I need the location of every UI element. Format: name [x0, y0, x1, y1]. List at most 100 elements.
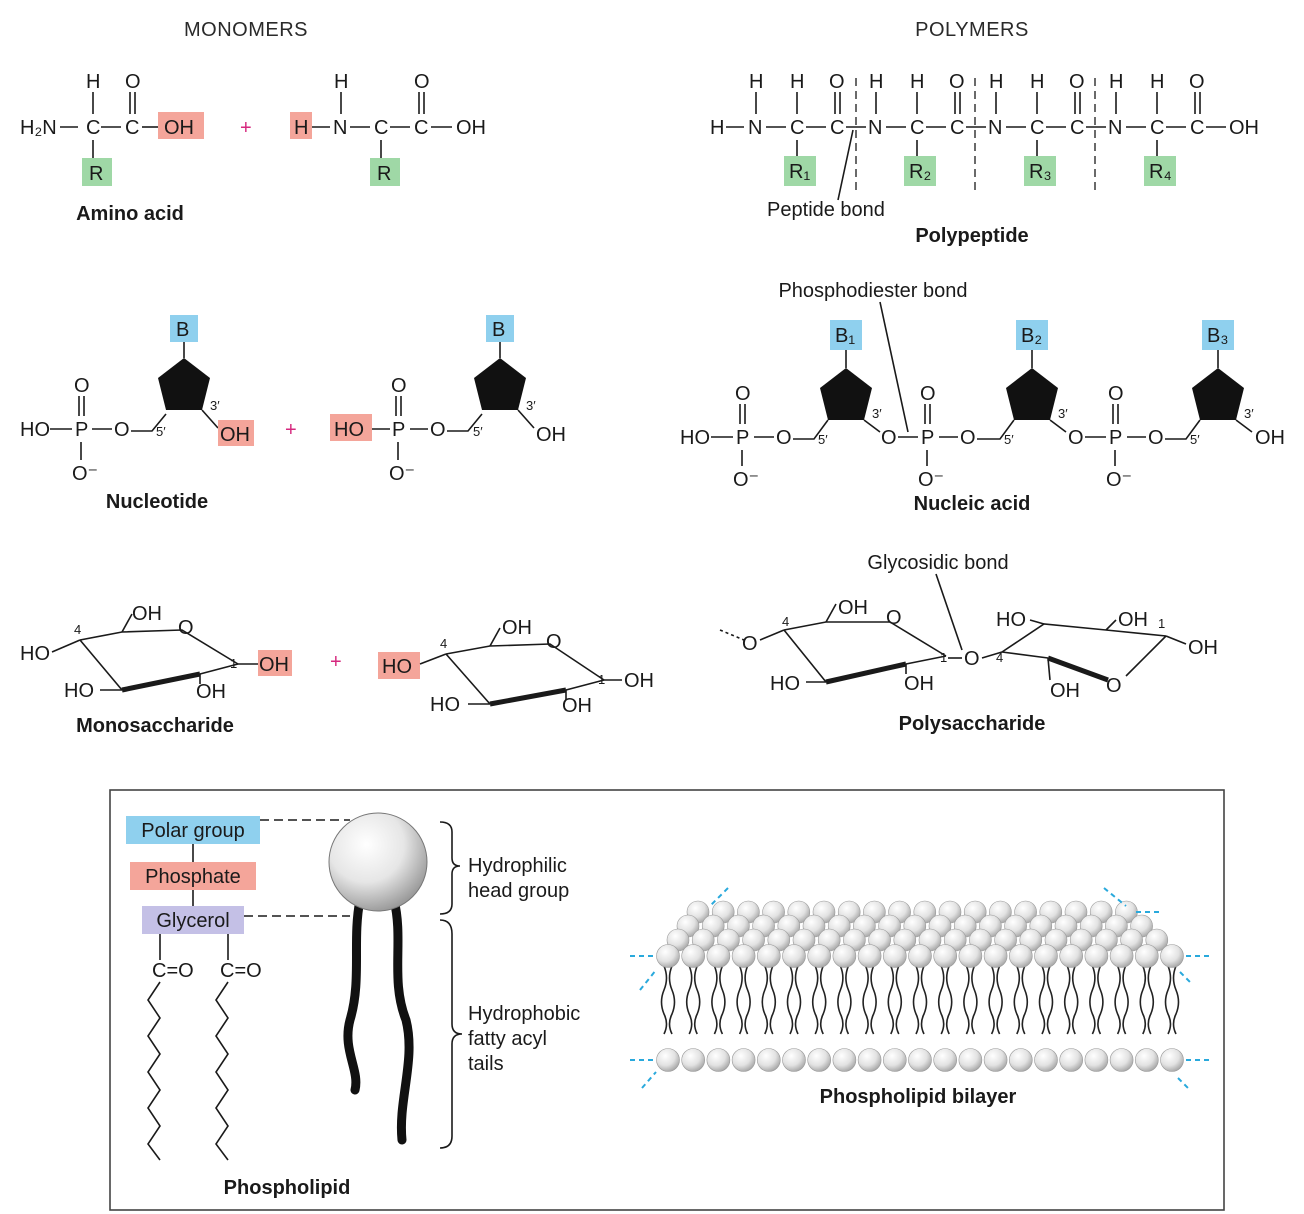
- svg-text:R: R: [89, 163, 103, 185]
- svg-text:O: O: [1108, 383, 1124, 405]
- svg-text:P: P: [1109, 427, 1122, 449]
- svg-text:O: O: [114, 419, 130, 441]
- svg-text:Hydrophilic: Hydrophilic: [468, 855, 567, 877]
- svg-text:C: C: [374, 117, 388, 139]
- svg-text:C=O: C=O: [220, 960, 262, 982]
- svg-text:3′: 3′: [210, 398, 220, 413]
- svg-text:C: C: [1030, 117, 1044, 139]
- svg-text:H: H: [710, 117, 724, 139]
- polysaccharide-structure: O 4 OH O 1 HO OH O 4 O HO OH 1 OH OH: [719, 552, 1218, 735]
- svg-text:B: B: [492, 319, 505, 341]
- svg-text:OH: OH: [132, 603, 162, 625]
- svg-text:P: P: [75, 419, 88, 441]
- phospholipid-bilayer-caption: Phospholipid bilayer: [820, 1086, 1017, 1108]
- phospholipid-panel: Polar group Phosphate Glycerol C=O C=O P…: [109, 789, 1225, 1211]
- svg-text:3′: 3′: [1244, 406, 1254, 421]
- svg-text:N: N: [988, 117, 1002, 139]
- svg-text:O: O: [546, 631, 562, 653]
- svg-text:C: C: [86, 117, 100, 139]
- svg-text:C: C: [910, 117, 924, 139]
- svg-text:OH: OH: [536, 424, 566, 446]
- svg-text:Hydrophobic: Hydrophobic: [468, 1003, 580, 1025]
- svg-text:3′: 3′: [872, 406, 882, 421]
- svg-text:O: O: [735, 383, 751, 405]
- svg-text:OH: OH: [838, 597, 868, 619]
- svg-text:B₁: B₁: [835, 325, 855, 347]
- svg-text:O: O: [1068, 427, 1084, 449]
- polypeptide-structure: H N H C H R₁ C O N H C H R₂ C O: [710, 71, 1259, 247]
- svg-text:+: +: [240, 117, 252, 139]
- svg-text:H: H: [989, 71, 1003, 93]
- oh-highlight: [158, 112, 204, 139]
- svg-text:C: C: [1150, 117, 1164, 139]
- svg-text:C: C: [1070, 117, 1084, 139]
- amino-acid-caption: Amino acid: [76, 203, 184, 225]
- svg-text:OH: OH: [196, 681, 226, 703]
- svg-text:3′: 3′: [1058, 406, 1068, 421]
- phosphate-box: [130, 862, 256, 890]
- svg-text:C: C: [125, 117, 139, 139]
- svg-text:O⁻: O⁻: [72, 463, 98, 485]
- phosphodiester-bond-label: Phosphodiester bond: [778, 280, 967, 302]
- svg-text:5′: 5′: [473, 424, 483, 439]
- svg-text:HO: HO: [334, 419, 364, 441]
- svg-text:H: H: [1109, 71, 1123, 93]
- svg-text:5′: 5′: [1190, 432, 1200, 447]
- svg-text:4: 4: [74, 622, 81, 637]
- svg-text:O: O: [178, 617, 194, 639]
- svg-text:head group: head group: [468, 880, 569, 902]
- svg-text:H: H: [790, 71, 804, 93]
- svg-text:O⁻: O⁻: [1106, 469, 1132, 491]
- svg-text:R₂: R₂: [909, 161, 931, 183]
- svg-text:HO: HO: [770, 673, 800, 695]
- nucleotide-structures: HO P O O⁻ O 5′ B 3′ OH Nucleotide + HO P…: [20, 315, 566, 513]
- glycerol-box: [142, 906, 244, 934]
- nucleic-acid-structure: HO P O O⁻ O 5′ B₁ 3′ O P O O⁻ O 5′ B₂ 3′: [680, 280, 1285, 515]
- svg-text:HO: HO: [20, 643, 50, 665]
- h-highlight: [290, 112, 312, 139]
- svg-text:H₂N: H₂N: [20, 117, 57, 139]
- svg-text:fatty acyl: fatty acyl: [468, 1028, 547, 1050]
- svg-text:OH: OH: [1229, 117, 1259, 139]
- svg-text:4: 4: [996, 650, 1003, 665]
- svg-text:R₄: R₄: [1149, 161, 1172, 183]
- svg-text:5′: 5′: [156, 424, 166, 439]
- svg-text:4: 4: [440, 636, 447, 651]
- svg-text:OH: OH: [624, 670, 654, 692]
- svg-text:H: H: [294, 117, 308, 139]
- svg-text:OH: OH: [259, 654, 289, 676]
- svg-text:H: H: [86, 71, 100, 93]
- svg-text:OH: OH: [502, 617, 532, 639]
- svg-text:H: H: [910, 71, 924, 93]
- svg-text:3′: 3′: [526, 398, 536, 413]
- svg-text:C=O: C=O: [152, 960, 194, 982]
- svg-text:B: B: [176, 319, 189, 341]
- svg-text:O: O: [964, 648, 980, 670]
- svg-text:HO: HO: [430, 694, 460, 716]
- svg-text:C: C: [790, 117, 804, 139]
- svg-text:B₃: B₃: [1207, 325, 1228, 347]
- svg-text:5′: 5′: [818, 432, 828, 447]
- svg-text:H: H: [869, 71, 883, 93]
- amino-acid-structures: H₂N C H C O OH R Amino acid + H N H C C …: [20, 71, 486, 225]
- svg-text:HO: HO: [680, 427, 710, 449]
- svg-text:O: O: [1069, 71, 1085, 93]
- svg-text:HO: HO: [64, 680, 94, 702]
- svg-text:O: O: [920, 383, 936, 405]
- svg-text:O: O: [960, 427, 976, 449]
- svg-text:O: O: [1148, 427, 1164, 449]
- svg-text:1: 1: [940, 650, 947, 665]
- svg-text:Phosphate: Phosphate: [145, 866, 241, 888]
- svg-text:1: 1: [1158, 616, 1165, 631]
- bilayer-illustration: [630, 887, 1210, 1091]
- svg-text:O: O: [949, 71, 965, 93]
- svg-text:P: P: [736, 427, 749, 449]
- r-group-box: [82, 158, 112, 186]
- phospholipid-caption: Phospholipid: [224, 1177, 351, 1199]
- svg-text:O: O: [125, 71, 141, 93]
- svg-text:O: O: [886, 607, 902, 629]
- svg-text:Glycerol: Glycerol: [156, 910, 229, 932]
- svg-text:N: N: [748, 117, 762, 139]
- polypeptide-caption: Polypeptide: [915, 225, 1028, 247]
